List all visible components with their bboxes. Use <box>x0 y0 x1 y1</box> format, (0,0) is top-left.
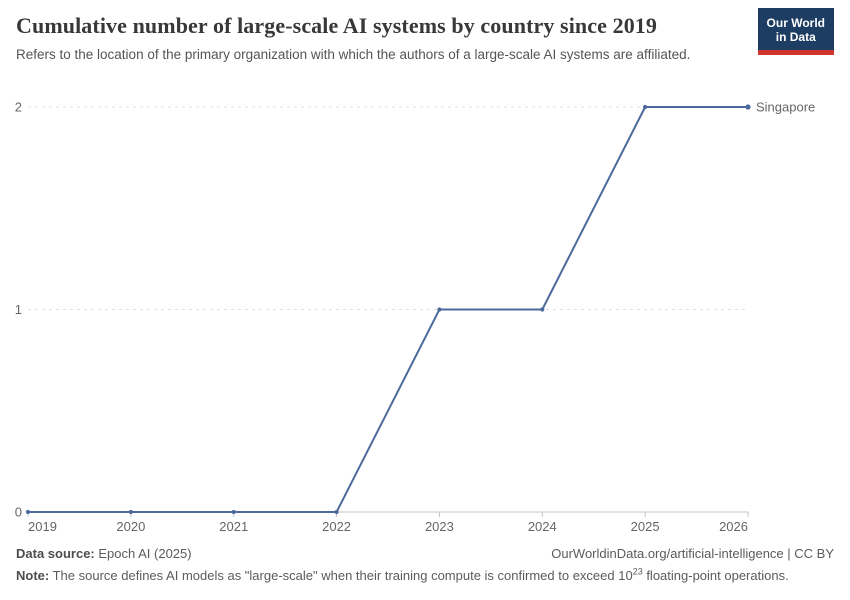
y-axis-label: 0 <box>15 505 22 520</box>
owid-logo: Our World in Data <box>757 8 834 55</box>
x-axis-label: 2026 <box>719 519 748 534</box>
data-point <box>25 509 31 515</box>
chart-note: Note: The source defines AI models as "l… <box>16 566 834 584</box>
owid-logo-line2: in Data <box>775 30 816 44</box>
chart-header: Cumulative number of large-scale AI syst… <box>16 13 834 65</box>
x-axis-label: 2024 <box>528 519 557 534</box>
note-text-end: floating-point operations. <box>642 568 789 583</box>
data-source: Data source: Epoch AI (2025) <box>16 546 192 562</box>
x-axis-label: 2021 <box>219 519 248 534</box>
x-axis-label: 2020 <box>116 519 145 534</box>
data-point <box>540 307 545 312</box>
y-axis-label: 2 <box>15 100 22 115</box>
x-axis-label: 2025 <box>631 519 660 534</box>
data-point <box>231 509 236 515</box>
x-axis-label: 2023 <box>425 519 454 534</box>
page-title: Cumulative number of large-scale AI syst… <box>16 13 657 38</box>
note-exponent: 23 <box>632 566 643 577</box>
license-link: OurWorldinData.org/artificial-intelligen… <box>551 546 834 561</box>
data-point <box>128 509 133 515</box>
note-text: The source defines AI models as "large-s… <box>49 568 633 583</box>
chart-footer: Data source: Epoch AI (2025) OurWorldinD… <box>16 546 834 584</box>
note-label: Note: <box>16 568 50 583</box>
series-label: Singapore <box>756 100 815 115</box>
chart-subtitle: Refers to the location of the primary or… <box>16 47 691 62</box>
x-axis-label: 2019 <box>28 519 57 534</box>
series-end-point <box>745 104 751 110</box>
owid-logo-line1: Our World <box>766 16 825 30</box>
data-point <box>334 509 339 515</box>
y-axis-label: 1 <box>15 302 22 317</box>
data-source-label: Data source: <box>16 546 95 561</box>
data-source-value: Epoch AI (2025) <box>94 546 192 561</box>
x-axis-label: 2022 <box>322 519 351 534</box>
series-line <box>28 106 748 513</box>
data-point <box>643 104 648 110</box>
data-point <box>745 104 751 110</box>
data-point <box>437 307 442 312</box>
